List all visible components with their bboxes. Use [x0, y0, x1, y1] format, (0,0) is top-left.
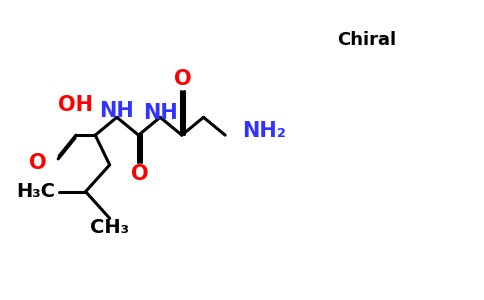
Text: H₃C: H₃C [16, 182, 55, 201]
Text: NH: NH [143, 103, 178, 123]
Text: NH₂: NH₂ [242, 121, 286, 141]
Text: NH: NH [100, 101, 134, 122]
Text: Chiral: Chiral [337, 31, 397, 49]
Text: O: O [174, 69, 192, 89]
Text: OH: OH [59, 95, 93, 116]
Text: O: O [30, 153, 47, 173]
Text: O: O [131, 164, 148, 184]
Text: CH₃: CH₃ [90, 218, 129, 237]
